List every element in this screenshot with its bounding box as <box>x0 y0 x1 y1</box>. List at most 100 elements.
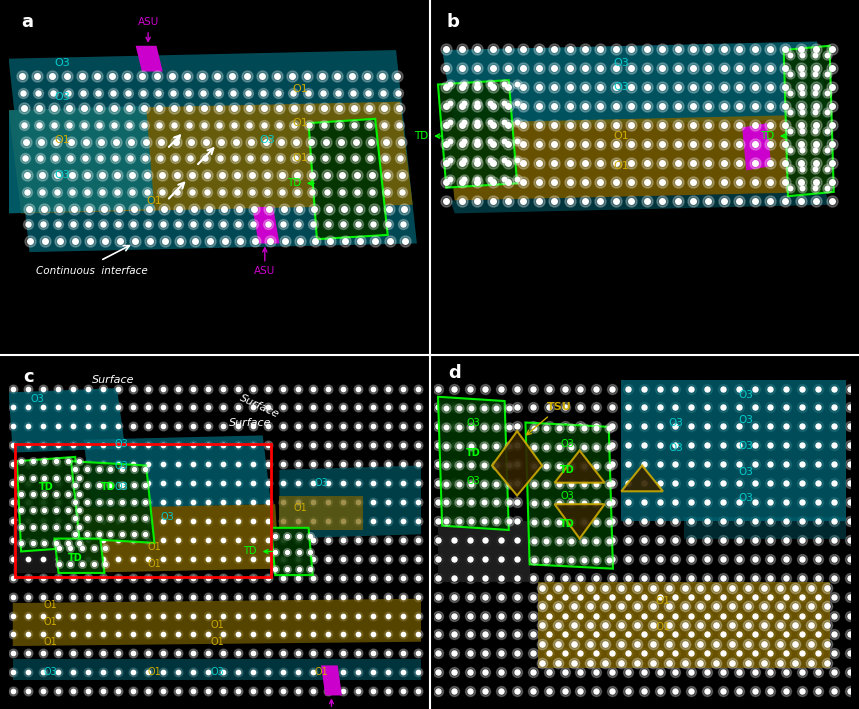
Point <box>637 459 650 470</box>
Point <box>103 496 117 507</box>
Point <box>747 43 761 55</box>
Point <box>501 176 515 187</box>
Point <box>606 402 619 413</box>
Point <box>577 554 591 566</box>
Point <box>457 79 471 90</box>
Point <box>589 477 603 489</box>
Point <box>64 137 77 148</box>
Point <box>36 515 50 527</box>
Point <box>478 686 492 697</box>
Point <box>510 420 524 432</box>
Point <box>843 647 856 659</box>
Point <box>589 553 603 564</box>
Point <box>61 456 75 467</box>
Point <box>111 553 125 564</box>
Point <box>808 50 822 61</box>
Point <box>557 440 571 451</box>
Point <box>747 477 761 489</box>
Point <box>662 639 676 650</box>
Text: d: d <box>448 364 461 382</box>
Point <box>495 629 509 640</box>
Point <box>535 657 549 669</box>
Point <box>621 686 635 697</box>
Point <box>653 686 667 697</box>
Point <box>551 441 565 452</box>
Point <box>447 666 460 678</box>
Point <box>563 157 576 168</box>
Point <box>92 120 106 131</box>
Point <box>795 591 809 602</box>
Point <box>551 460 565 471</box>
Point <box>261 440 275 451</box>
Point <box>447 420 460 432</box>
Point <box>700 496 714 508</box>
Point <box>653 420 667 432</box>
Point <box>276 402 289 413</box>
Point <box>795 106 809 118</box>
Point <box>825 62 838 74</box>
Point <box>685 459 698 470</box>
Point <box>811 610 825 621</box>
Point <box>216 666 229 678</box>
Point <box>411 496 424 508</box>
Point <box>717 157 731 168</box>
Point <box>246 534 259 545</box>
Point <box>717 138 731 150</box>
Point <box>700 440 714 451</box>
Point <box>702 176 716 187</box>
Point <box>64 559 77 570</box>
Point <box>276 666 289 678</box>
Point <box>567 639 581 650</box>
Point <box>542 553 556 564</box>
Point <box>452 459 466 470</box>
Point <box>140 186 154 198</box>
Text: O1: O1 <box>292 152 308 162</box>
Point <box>213 152 227 163</box>
Point <box>637 666 650 678</box>
Point <box>96 218 110 230</box>
Point <box>495 647 509 659</box>
Point <box>717 195 731 206</box>
Point <box>151 87 165 99</box>
Point <box>306 686 320 697</box>
Point <box>733 82 746 93</box>
Point <box>557 647 571 659</box>
Point <box>231 591 245 602</box>
Point <box>640 100 654 111</box>
Point <box>463 420 477 432</box>
Point <box>81 610 94 621</box>
Point <box>637 515 650 527</box>
Point <box>66 686 80 697</box>
Point <box>305 186 319 198</box>
Point <box>578 100 592 111</box>
Point <box>183 152 197 163</box>
Point <box>693 620 707 631</box>
Point <box>655 43 669 55</box>
Point <box>261 591 275 602</box>
Point <box>155 186 168 198</box>
Point <box>440 82 454 93</box>
Point <box>557 591 571 602</box>
Point <box>289 137 302 148</box>
Point <box>152 102 166 113</box>
Point <box>516 195 530 206</box>
Point <box>280 547 294 558</box>
Point <box>700 402 714 413</box>
Point <box>843 459 856 470</box>
Point <box>502 497 515 508</box>
Text: O1: O1 <box>55 135 70 145</box>
Point <box>637 647 650 659</box>
Point <box>700 629 714 640</box>
Point <box>363 137 377 148</box>
Point <box>563 119 576 130</box>
Text: TSU: TSU <box>527 403 571 435</box>
Point <box>606 420 619 432</box>
Point <box>763 119 777 130</box>
Point <box>38 537 52 549</box>
Point <box>377 120 391 131</box>
Point <box>764 629 777 640</box>
Point <box>655 176 669 187</box>
Point <box>671 195 685 206</box>
Point <box>589 517 603 528</box>
Point <box>685 553 698 564</box>
